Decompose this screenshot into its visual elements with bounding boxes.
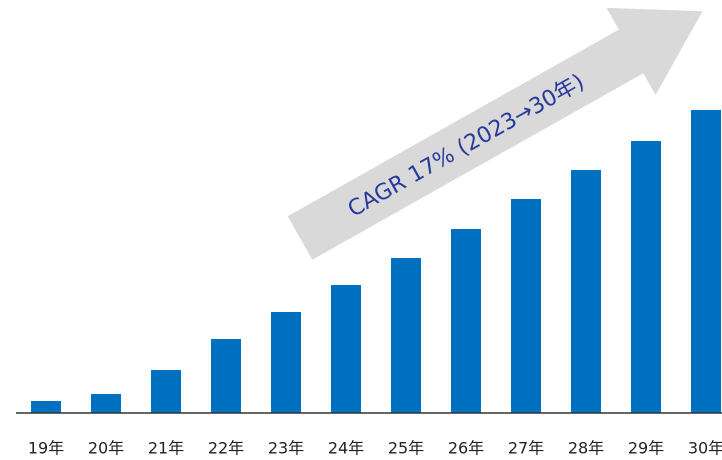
bar [211, 339, 241, 413]
x-tick-label: 28年 [568, 439, 604, 458]
x-tick-label: 26年 [448, 439, 484, 458]
annotation: CAGR 17% (2023→30年) [344, 70, 589, 223]
bar [631, 141, 661, 413]
bar [571, 170, 601, 413]
x-tick-label: 21年 [148, 439, 184, 458]
bar [271, 312, 301, 413]
x-tick-label: 19年 [28, 439, 64, 458]
bar [91, 394, 121, 413]
bar [391, 258, 421, 413]
x-tick-label: 24年 [328, 439, 364, 458]
bar [151, 370, 181, 413]
arrow-shape [287, 7, 703, 260]
x-tick-label: 25年 [388, 439, 424, 458]
x-tick-label: 30年 [688, 439, 722, 458]
x-tick-label: 20年 [88, 439, 124, 458]
x-tick-label: 27年 [508, 439, 544, 458]
bar [451, 229, 481, 413]
bar [31, 401, 61, 413]
bar [511, 199, 541, 413]
x-tick-label: 23年 [268, 439, 304, 458]
x-tick-label: 29年 [628, 439, 664, 458]
bar [691, 110, 721, 413]
bar [331, 285, 361, 413]
x-tick-label: 22年 [208, 439, 244, 458]
